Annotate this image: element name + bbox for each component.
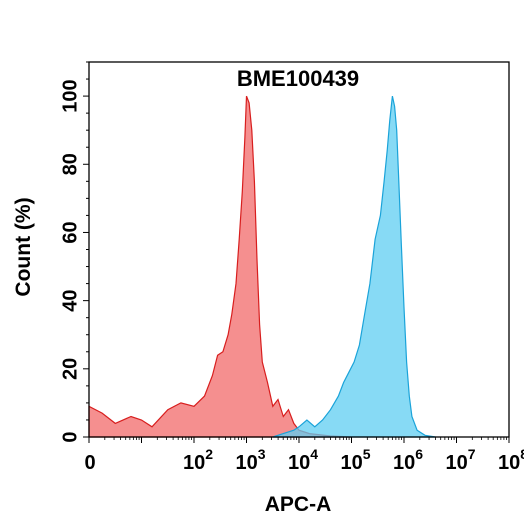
x-tick-label: 103 [235,446,265,474]
x-tick-label: 108 [498,446,524,474]
y-tick-label: 0 [59,431,81,442]
histogram-series-2 [272,95,436,438]
plot-frame [88,61,510,438]
y-tick-label: 60 [59,221,81,243]
histogram-series-1 [88,95,352,438]
x-tick-label: 102 [183,446,213,474]
y-tick-label: 100 [59,79,81,112]
x-axis-label: APC-A [265,493,332,516]
x-tick-label: 104 [288,446,318,474]
x-tick-label: 106 [393,446,423,474]
y-tick-label: 40 [59,290,81,312]
chart-title: BME100439 [237,66,359,91]
plot-area [88,95,436,438]
x-tick-label: 105 [340,446,370,474]
axes: 0 20 40 60 80 100 0 102 103 104 105 106 107 108 [59,61,524,474]
y-tick-label: 20 [59,358,81,380]
y-tick-label: 80 [59,153,81,175]
x-tick-label: 0 [84,452,95,474]
y-axis-label: Count (%) [12,197,35,296]
x-tick-label: 107 [445,446,475,474]
